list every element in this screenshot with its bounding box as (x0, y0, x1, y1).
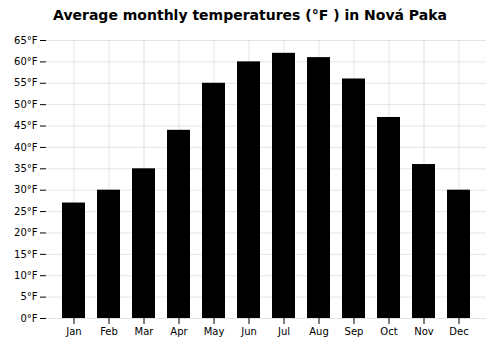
svg-text:40°F: 40°F (14, 142, 38, 153)
svg-text:Feb: Feb (100, 326, 118, 337)
svg-text:5°F: 5°F (20, 291, 37, 302)
svg-text:Dec: Dec (449, 326, 468, 337)
svg-text:Sep: Sep (345, 326, 364, 337)
svg-text:Nov: Nov (414, 326, 434, 337)
svg-text:Jun: Jun (240, 326, 257, 337)
svg-text:50°F: 50°F (14, 99, 38, 110)
svg-text:10°F: 10°F (14, 270, 38, 281)
svg-text:55°F: 55°F (14, 77, 38, 88)
svg-text:60°F: 60°F (14, 56, 38, 67)
svg-text:15°F: 15°F (14, 249, 38, 260)
svg-text:Jan: Jan (65, 326, 81, 337)
svg-text:Aug: Aug (309, 326, 329, 337)
svg-text:Mar: Mar (135, 326, 155, 337)
svg-text:35°F: 35°F (14, 163, 38, 174)
html-text:Average monthly temperatures (: Average monthly temperatures (°F ) in No… (53, 7, 447, 23)
svg-text:20°F: 20°F (14, 227, 38, 238)
svg-text:May: May (204, 326, 225, 337)
svg-text:Oct: Oct (380, 326, 397, 337)
svg-text:0°F: 0°F (20, 313, 37, 324)
svg-text:45°F: 45°F (14, 120, 38, 131)
svg-text:Jul: Jul (277, 326, 290, 337)
svg-text:30°F: 30°F (14, 184, 38, 195)
svg-text:Apr: Apr (170, 326, 188, 337)
svg-text:25°F: 25°F (14, 206, 38, 217)
svg-text:65°F: 65°F (14, 35, 38, 46)
